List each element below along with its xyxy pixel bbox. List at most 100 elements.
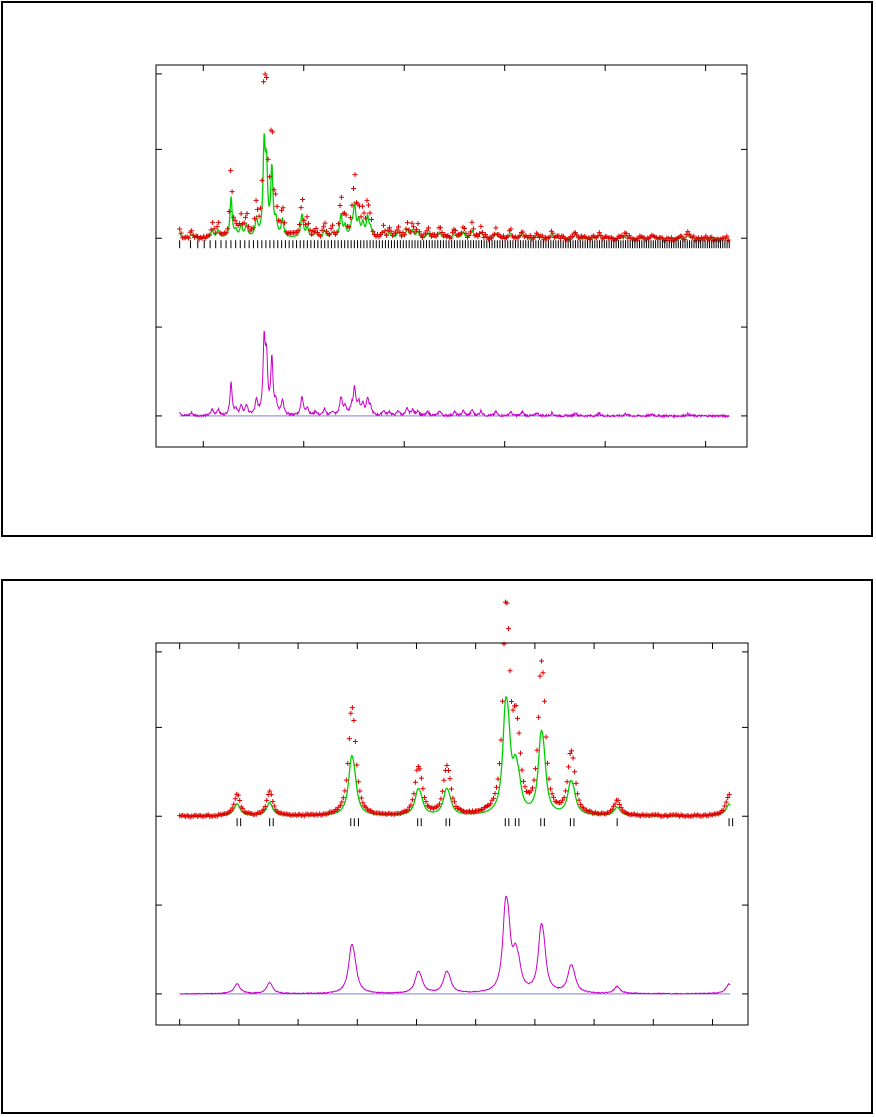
observed-point [537, 673, 543, 679]
observed-point [258, 205, 264, 211]
observed-point [306, 221, 312, 227]
observed-point [271, 187, 277, 193]
observed-point [566, 236, 572, 242]
observed-point [237, 797, 243, 803]
observed-point [223, 230, 229, 236]
observed-point [572, 769, 578, 775]
observed-point [262, 71, 268, 77]
observed-point [498, 737, 504, 743]
observed-point [313, 226, 319, 232]
observed-point [386, 225, 392, 231]
observed-point [346, 736, 352, 742]
observed-point [424, 228, 430, 234]
observed-point [349, 705, 355, 711]
observed-point [177, 226, 183, 232]
observed-point [409, 797, 415, 803]
chart-panel-bottom [1, 579, 873, 1114]
observed-point [270, 129, 276, 135]
observed-point [494, 784, 500, 790]
observed-point [510, 707, 516, 713]
observed-point [235, 792, 241, 798]
observed-point [445, 767, 451, 773]
observed-point [492, 790, 498, 796]
observed-point [226, 209, 232, 215]
observed-point [620, 234, 626, 240]
observed-point [564, 779, 570, 785]
observed-point [381, 222, 387, 228]
observed-point [225, 226, 231, 232]
observed-point [451, 799, 457, 805]
observed-point [369, 217, 375, 223]
observed-point [259, 177, 265, 183]
observed-point [534, 747, 540, 753]
observed-point [282, 220, 288, 226]
observed-point [481, 234, 487, 240]
observed-point [334, 807, 340, 813]
observed-point [327, 232, 333, 238]
observed-point [458, 230, 464, 236]
observed-point [515, 715, 521, 721]
observed-point [539, 233, 545, 239]
observed-point [635, 236, 641, 242]
observed-point [271, 803, 277, 809]
observed-point [189, 228, 195, 234]
observed-point [322, 220, 328, 226]
observed-point [210, 219, 216, 225]
observed-point [351, 717, 357, 723]
observed-point [253, 197, 259, 203]
observed-point [550, 230, 556, 236]
observed-point [303, 222, 309, 228]
observed-point [530, 785, 536, 791]
observed-point [256, 213, 262, 219]
observed-point [240, 806, 246, 812]
observed-point [321, 224, 327, 230]
observed-point [363, 215, 369, 221]
observed-point [413, 226, 419, 232]
observed-point [358, 795, 364, 801]
observed-point [543, 734, 549, 740]
observed-point [360, 800, 366, 806]
observed-point [339, 194, 345, 200]
chart-panel-top [1, 1, 873, 537]
observed-point [351, 185, 357, 191]
observed-point [609, 806, 615, 812]
observed-point [407, 229, 413, 235]
observed-point [409, 220, 415, 226]
observed-point [330, 222, 336, 228]
observed-point [439, 230, 445, 236]
observed-point [342, 788, 348, 794]
observed-point [518, 750, 524, 756]
observed-point [273, 191, 279, 197]
observed-point [318, 233, 324, 239]
observed-point [504, 600, 510, 606]
observed-point [274, 203, 280, 209]
observed-point [522, 784, 528, 790]
observed-point [398, 233, 404, 239]
observed-point [501, 641, 507, 647]
observed-point [357, 788, 363, 794]
observed-point [527, 233, 533, 239]
observed-point [444, 762, 450, 768]
observed-point [334, 229, 340, 235]
observed-point [270, 798, 276, 804]
observed-point [506, 626, 512, 632]
observed-point [427, 231, 433, 237]
observed-point [231, 801, 237, 807]
observed-point [470, 226, 476, 232]
observed-point [439, 788, 445, 794]
observed-point [337, 202, 343, 208]
observed-point [463, 230, 469, 236]
observed-point [304, 214, 310, 220]
observed-point [487, 801, 493, 807]
observed-point [425, 225, 431, 231]
observed-point [516, 730, 522, 736]
observed-point [563, 788, 569, 794]
observed-point [549, 791, 555, 797]
observed-point [195, 234, 201, 240]
observed-point [213, 230, 219, 236]
observed-point [532, 234, 538, 240]
observed-point [404, 220, 410, 226]
observed-point [521, 778, 527, 784]
observed-point [595, 233, 601, 239]
observed-point [340, 795, 346, 801]
